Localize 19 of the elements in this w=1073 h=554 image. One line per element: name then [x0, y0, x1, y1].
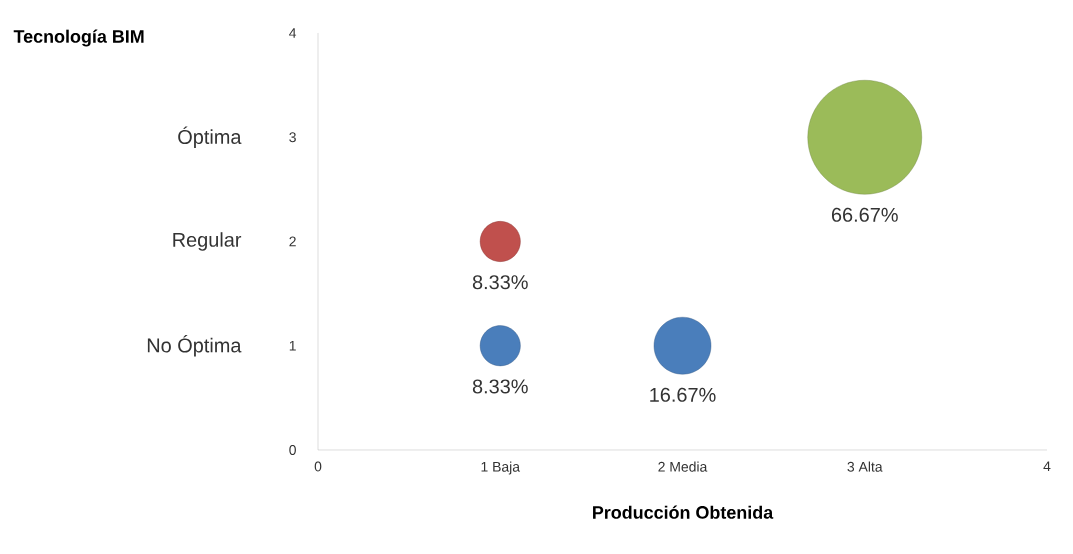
x-axis-title: Producción Obtenida: [593, 505, 774, 519]
annotation: 8.33%: [472, 275, 528, 290]
y-tick-label: 4: [289, 28, 297, 38]
text: No Óptima: [147, 335, 242, 357]
y-tick-label: 1: [289, 340, 296, 351]
annotation: 8.33%: [472, 379, 528, 394]
annotation: 16.67%: [650, 387, 716, 402]
y-tick-label: 3: [289, 132, 296, 143]
x-tick-label: 2 Media: [658, 461, 708, 472]
y-tick-label: 2: [289, 236, 296, 247]
x-tick-label: 0: [314, 461, 322, 472]
y-tick-label: 0: [289, 445, 296, 455]
text: Tecnología BIM: [13, 29, 144, 47]
annotation: 66.67%: [831, 207, 898, 222]
text: Óptima: [178, 126, 242, 148]
x-tick-label: 3 Alta: [847, 461, 883, 472]
x-tick-label: 1 Baja: [481, 461, 521, 475]
text: Regular: [173, 232, 242, 251]
x-tick-label: 4: [1043, 461, 1051, 472]
